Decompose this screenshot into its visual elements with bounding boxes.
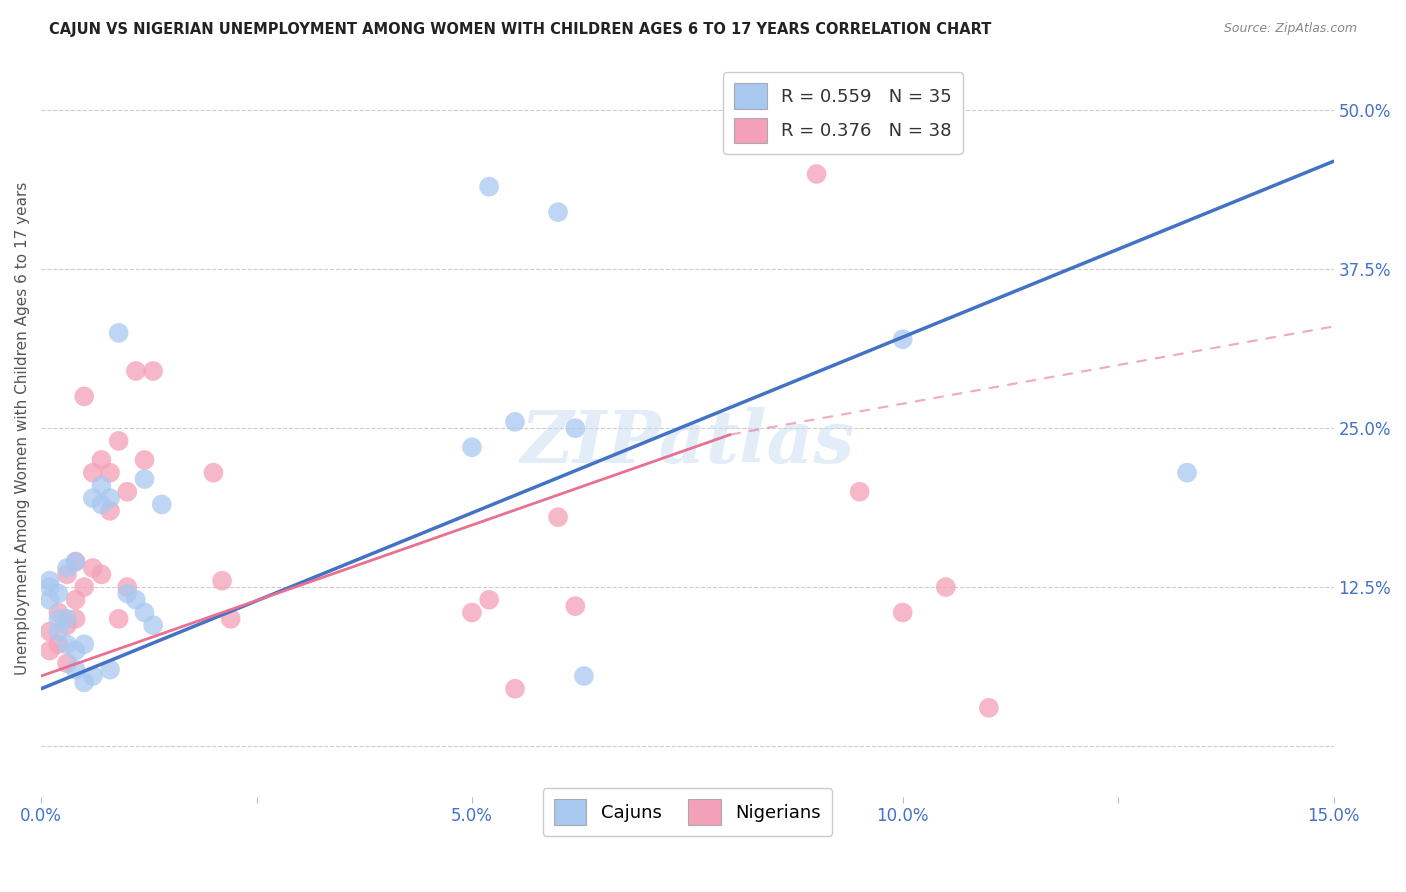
- Point: [1175, 466, 1198, 480]
- Point: [73, 637, 96, 651]
- Point: [90, 453, 112, 467]
- Point: [935, 580, 957, 594]
- Point: [117, 484, 139, 499]
- Point: [38, 624, 60, 639]
- Point: [219, 612, 242, 626]
- Point: [46, 624, 69, 639]
- Point: [150, 498, 173, 512]
- Point: [564, 599, 586, 614]
- Point: [98, 663, 121, 677]
- Point: [65, 612, 87, 626]
- Point: [38, 580, 60, 594]
- Point: [90, 567, 112, 582]
- Point: [117, 580, 139, 594]
- Point: [56, 618, 79, 632]
- Point: [461, 606, 484, 620]
- Point: [107, 612, 129, 626]
- Point: [572, 669, 595, 683]
- Point: [117, 586, 139, 600]
- Point: [73, 580, 96, 594]
- Point: [46, 606, 69, 620]
- Point: [90, 478, 112, 492]
- Point: [56, 637, 79, 651]
- Point: [564, 421, 586, 435]
- Point: [107, 326, 129, 340]
- Point: [98, 491, 121, 505]
- Point: [134, 606, 156, 620]
- Point: [56, 567, 79, 582]
- Point: [65, 555, 87, 569]
- Point: [38, 574, 60, 588]
- Point: [125, 364, 148, 378]
- Point: [56, 612, 79, 626]
- Point: [82, 669, 104, 683]
- Point: [478, 179, 501, 194]
- Point: [142, 364, 165, 378]
- Point: [82, 466, 104, 480]
- Point: [211, 574, 233, 588]
- Point: [98, 466, 121, 480]
- Point: [806, 167, 828, 181]
- Point: [977, 701, 1000, 715]
- Point: [90, 498, 112, 512]
- Y-axis label: Unemployment Among Women with Children Ages 6 to 17 years: Unemployment Among Women with Children A…: [15, 181, 30, 675]
- Point: [98, 504, 121, 518]
- Point: [107, 434, 129, 448]
- Point: [73, 389, 96, 403]
- Point: [848, 484, 870, 499]
- Point: [503, 415, 526, 429]
- Point: [142, 618, 165, 632]
- Point: [547, 510, 569, 524]
- Point: [134, 472, 156, 486]
- Point: [891, 332, 914, 346]
- Text: ZIPatlas: ZIPatlas: [520, 408, 855, 478]
- Point: [82, 561, 104, 575]
- Point: [125, 592, 148, 607]
- Point: [46, 612, 69, 626]
- Point: [891, 606, 914, 620]
- Legend: Cajuns, Nigerians: Cajuns, Nigerians: [543, 789, 832, 836]
- Point: [38, 643, 60, 657]
- Point: [461, 440, 484, 454]
- Point: [38, 592, 60, 607]
- Point: [65, 643, 87, 657]
- Point: [73, 675, 96, 690]
- Point: [46, 637, 69, 651]
- Point: [65, 592, 87, 607]
- Point: [82, 491, 104, 505]
- Point: [547, 205, 569, 219]
- Text: CAJUN VS NIGERIAN UNEMPLOYMENT AMONG WOMEN WITH CHILDREN AGES 6 TO 17 YEARS CORR: CAJUN VS NIGERIAN UNEMPLOYMENT AMONG WOM…: [49, 22, 991, 37]
- Point: [65, 663, 87, 677]
- Text: Source: ZipAtlas.com: Source: ZipAtlas.com: [1223, 22, 1357, 36]
- Point: [56, 657, 79, 671]
- Point: [134, 453, 156, 467]
- Point: [478, 592, 501, 607]
- Point: [46, 586, 69, 600]
- Point: [65, 555, 87, 569]
- Point: [56, 561, 79, 575]
- Point: [202, 466, 225, 480]
- Point: [503, 681, 526, 696]
